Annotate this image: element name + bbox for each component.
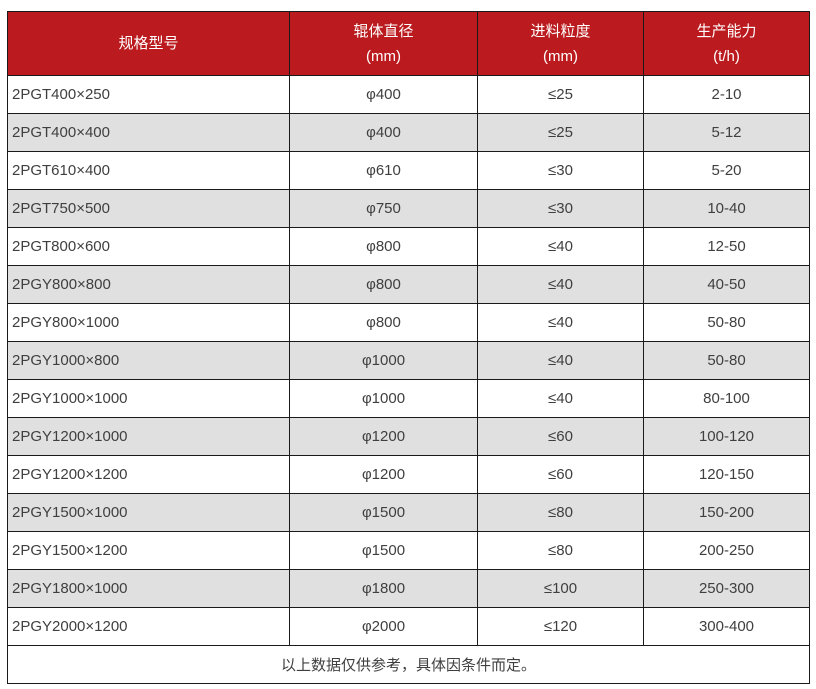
cell-feed-size: ≤80	[477, 531, 644, 570]
header-label: 生产能力	[696, 22, 757, 40]
cell-feed-size: ≤40	[477, 341, 644, 380]
table-row: 2PGT400×250 φ400 ≤25 2-10	[7, 75, 810, 114]
cell-roller-diameter: φ1000	[289, 379, 478, 418]
cell-model: 2PGT400×250	[7, 75, 290, 114]
header-unit: (mm)	[543, 47, 578, 65]
cell-feed-size: ≤100	[477, 569, 644, 608]
cell-roller-diameter: φ400	[289, 113, 478, 152]
cell-feed-size: ≤120	[477, 607, 644, 646]
cell-capacity: 10-40	[643, 189, 810, 228]
footnote-row: 以上数据仅供参考，具体因条件而定。	[7, 645, 810, 684]
cell-model: 2PGY1000×800	[7, 341, 290, 380]
cell-roller-diameter: φ1200	[289, 455, 478, 494]
cell-capacity: 50-80	[643, 341, 810, 380]
cell-capacity: 50-80	[643, 303, 810, 342]
cell-feed-size: ≤40	[477, 227, 644, 266]
cell-capacity: 12-50	[643, 227, 810, 266]
cell-model: 2PGT400×400	[7, 113, 290, 152]
cell-model: 2PGY1500×1000	[7, 493, 290, 532]
cell-feed-size: ≤80	[477, 493, 644, 532]
table-row: 2PGY1200×1200 φ1200 ≤60 120-150	[7, 455, 810, 494]
cell-capacity: 300-400	[643, 607, 810, 646]
cell-capacity: 100-120	[643, 417, 810, 456]
footnote: 以上数据仅供参考，具体因条件而定。	[7, 645, 810, 684]
table-row: 2PGY1200×1000 φ1200 ≤60 100-120	[7, 417, 810, 456]
table-row: 2PGT800×600 φ800 ≤40 12-50	[7, 227, 810, 266]
table-row: 2PGY1800×1000 φ1800 ≤100 250-300	[7, 569, 810, 608]
cell-feed-size: ≤30	[477, 151, 644, 190]
table-row: 2PGY1000×800 φ1000 ≤40 50-80	[7, 341, 810, 380]
cell-model: 2PGY1000×1000	[7, 379, 290, 418]
table-footer: 以上数据仅供参考，具体因条件而定。	[7, 645, 810, 684]
header-row: 规格型号 辊体直径 (mm) 进料粒度 (mm) 生产能力 (t/h)	[7, 11, 810, 76]
cell-capacity: 5-20	[643, 151, 810, 190]
cell-capacity: 150-200	[643, 493, 810, 532]
cell-model: 2PGY1800×1000	[7, 569, 290, 608]
cell-roller-diameter: φ800	[289, 227, 478, 266]
table-row: 2PGY1500×1000 φ1500 ≤80 150-200	[7, 493, 810, 532]
cell-model: 2PGT610×400	[7, 151, 290, 190]
cell-model: 2PGY1500×1200	[7, 531, 290, 570]
cell-capacity: 80-100	[643, 379, 810, 418]
cell-roller-diameter: φ400	[289, 75, 478, 114]
table-row: 2PGY800×1000 φ800 ≤40 50-80	[7, 303, 810, 342]
header-cell-model: 规格型号	[7, 11, 290, 76]
cell-roller-diameter: φ1500	[289, 493, 478, 532]
cell-capacity: 2-10	[643, 75, 810, 114]
cell-model: 2PGY800×1000	[7, 303, 290, 342]
cell-feed-size: ≤60	[477, 417, 644, 456]
cell-feed-size: ≤30	[477, 189, 644, 228]
cell-roller-diameter: φ2000	[289, 607, 478, 646]
header-cell-capacity: 生产能力 (t/h)	[643, 11, 810, 76]
header-cell-roller-diameter: 辊体直径 (mm)	[289, 11, 478, 76]
cell-roller-diameter: φ1500	[289, 531, 478, 570]
table-row: 2PGY800×800 φ800 ≤40 40-50	[7, 265, 810, 304]
cell-roller-diameter: φ610	[289, 151, 478, 190]
header-label: 辊体直径	[353, 22, 414, 40]
cell-model: 2PGY1200×1000	[7, 417, 290, 456]
cell-roller-diameter: φ800	[289, 265, 478, 304]
table-row: 2PGY1000×1000 φ1000 ≤40 80-100	[7, 379, 810, 418]
cell-model: 2PGT800×600	[7, 227, 290, 266]
cell-capacity: 200-250	[643, 531, 810, 570]
cell-roller-diameter: φ1200	[289, 417, 478, 456]
cell-feed-size: ≤40	[477, 265, 644, 304]
cell-capacity: 250-300	[643, 569, 810, 608]
cell-model: 2PGY800×800	[7, 265, 290, 304]
table-row: 2PGT400×400 φ400 ≤25 5-12	[7, 113, 810, 152]
header-cell-feed-size: 进料粒度 (mm)	[477, 11, 644, 76]
cell-capacity: 40-50	[643, 265, 810, 304]
cell-roller-diameter: φ750	[289, 189, 478, 228]
cell-model: 2PGY1200×1200	[7, 455, 290, 494]
header-unit: (mm)	[366, 47, 401, 65]
cell-roller-diameter: φ800	[289, 303, 478, 342]
cell-capacity: 120-150	[643, 455, 810, 494]
cell-model: 2PGY2000×1200	[7, 607, 290, 646]
table-body: 2PGT400×250 φ400 ≤25 2-10 2PGT400×400 φ400 ≤25…	[7, 75, 810, 646]
table-row: 2PGT750×500 φ750 ≤30 10-40	[7, 189, 810, 228]
cell-feed-size: ≤40	[477, 379, 644, 418]
spec-table: 规格型号 辊体直径 (mm) 进料粒度 (mm) 生产能力 (t/h) 2PGT…	[7, 11, 810, 684]
header-label: 进料粒度	[530, 22, 591, 40]
table-header: 规格型号 辊体直径 (mm) 进料粒度 (mm) 生产能力 (t/h)	[7, 11, 810, 76]
table-row: 2PGY1500×1200 φ1500 ≤80 200-250	[7, 531, 810, 570]
header-label: 规格型号	[118, 35, 179, 52]
cell-feed-size: ≤25	[477, 75, 644, 114]
cell-feed-size: ≤40	[477, 303, 644, 342]
header-unit: (t/h)	[713, 47, 740, 65]
table-row: 2PGT610×400 φ610 ≤30 5-20	[7, 151, 810, 190]
cell-capacity: 5-12	[643, 113, 810, 152]
table-row: 2PGY2000×1200 φ2000 ≤120 300-400	[7, 607, 810, 646]
cell-feed-size: ≤60	[477, 455, 644, 494]
cell-roller-diameter: φ1000	[289, 341, 478, 380]
cell-model: 2PGT750×500	[7, 189, 290, 228]
cell-feed-size: ≤25	[477, 113, 644, 152]
cell-roller-diameter: φ1800	[289, 569, 478, 608]
